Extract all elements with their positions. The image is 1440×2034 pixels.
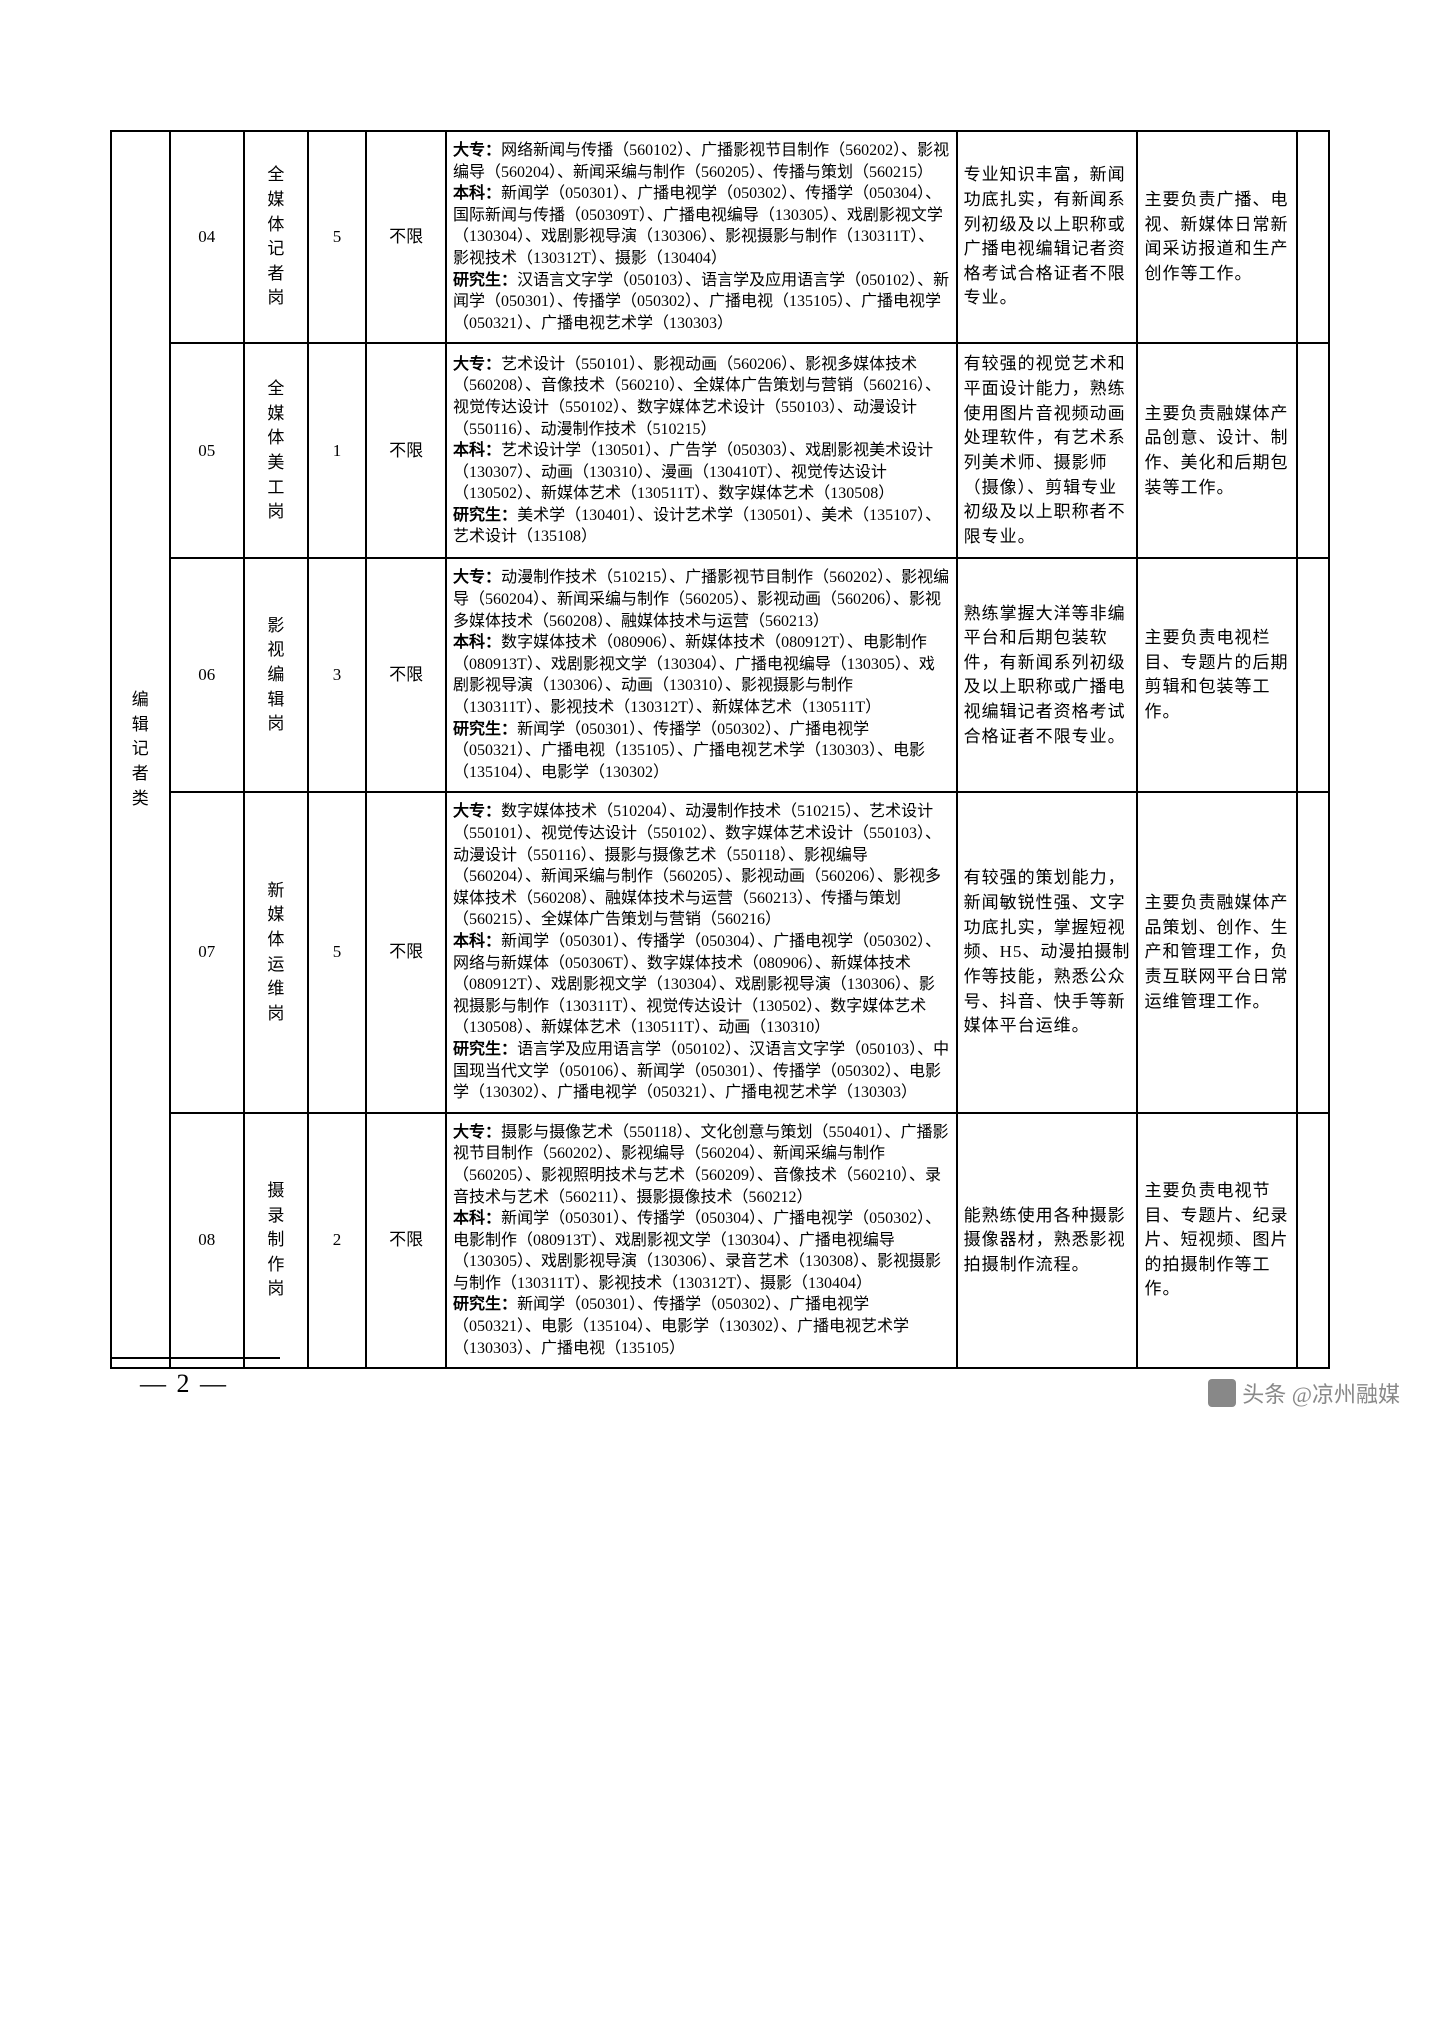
count-cell: 5 — [308, 131, 367, 343]
condition-cell: 有较强的策划能力，新闻敏锐性强、文字功底扎实，掌握短视频、H5、动漫拍摄制作等技… — [957, 792, 1138, 1112]
table-row: 编辑记者类04全媒体记者岗5不限大专：网络新闻与传播（560102）、广播影视节… — [111, 131, 1329, 343]
empty-cell — [1297, 1113, 1329, 1369]
position-cell: 新媒体运维岗 — [244, 792, 308, 1112]
code-cell: 06 — [170, 558, 244, 792]
watermark-icon — [1208, 1379, 1236, 1407]
page-number: — 2 — — [140, 1369, 228, 1399]
requirement-cell: 大专：动漫制作技术（510215）、广播影视节目制作（560202）、影视编导（… — [446, 558, 957, 792]
code-cell: 08 — [170, 1113, 244, 1369]
recruitment-table: 编辑记者类04全媒体记者岗5不限大专：网络新闻与传播（560102）、广播影视节… — [110, 130, 1330, 1369]
limit-cell: 不限 — [366, 558, 446, 792]
requirement-cell: 大专：数字媒体技术（510204）、动漫制作技术（510215）、艺术设计（55… — [446, 792, 957, 1112]
position-cell: 全媒体美工岗 — [244, 343, 308, 558]
empty-cell — [1297, 558, 1329, 792]
code-cell: 05 — [170, 343, 244, 558]
limit-cell: 不限 — [366, 1113, 446, 1369]
watermark: 头条 @凉州融媒 — [1208, 1377, 1400, 1409]
condition-cell: 能熟练使用各种摄影摄像器材，熟悉影视拍摄制作流程。 — [957, 1113, 1138, 1369]
limit-cell: 不限 — [366, 131, 446, 343]
empty-cell — [1297, 792, 1329, 1112]
count-cell: 1 — [308, 343, 367, 558]
empty-cell — [1297, 131, 1329, 343]
position-cell: 全媒体记者岗 — [244, 131, 308, 343]
condition-cell: 熟练掌握大洋等非编平台和后期包装软件，有新闻系列初级及以上职称或广播电视编辑记者… — [957, 558, 1138, 792]
duty-cell: 主要负责电视节目、专题片、纪录片、短视频、图片的拍摄制作等工作。 — [1137, 1113, 1297, 1369]
watermark-text: 头条 @凉州融媒 — [1242, 1377, 1400, 1409]
table-row: 06影视编辑岗3不限大专：动漫制作技术（510215）、广播影视节目制作（560… — [111, 558, 1329, 792]
requirement-cell: 大专：摄影与摄像艺术（550118）、文化创意与策划（550401）、广播影视节… — [446, 1113, 957, 1369]
requirement-cell: 大专：网络新闻与传播（560102）、广播影视节目制作（560202）、影视编导… — [446, 131, 957, 343]
count-cell: 3 — [308, 558, 367, 792]
table-row: 08摄录制作岗2不限大专：摄影与摄像艺术（550118）、文化创意与策划（550… — [111, 1113, 1329, 1369]
code-cell: 04 — [170, 131, 244, 343]
limit-cell: 不限 — [366, 792, 446, 1112]
position-cell: 摄录制作岗 — [244, 1113, 308, 1369]
requirement-cell: 大专：艺术设计（550101）、影视动画（560206）、影视多媒体技术（560… — [446, 343, 957, 558]
duty-cell: 主要负责融媒体产品创意、设计、制作、美化和后期包装等工作。 — [1137, 343, 1297, 558]
count-cell: 2 — [308, 1113, 367, 1369]
duty-cell: 主要负责融媒体产品策划、创作、生产和管理工作，负责互联网平台日常运维管理工作。 — [1137, 792, 1297, 1112]
duty-cell: 主要负责广播、电视、新媒体日常新闻采访报道和生产创作等工作。 — [1137, 131, 1297, 343]
condition-cell: 专业知识丰富，新闻功底扎实，有新闻系列初级及以上职称或广播电视编辑记者资格考试合… — [957, 131, 1138, 343]
condition-cell: 有较强的视觉艺术和平面设计能力，熟练使用图片音视频动画处理软件，有艺术系列美术师… — [957, 343, 1138, 558]
count-cell: 5 — [308, 792, 367, 1112]
limit-cell: 不限 — [366, 343, 446, 558]
category-cell: 编辑记者类 — [111, 131, 170, 1368]
table-row: 05全媒体美工岗1不限大专：艺术设计（550101）、影视动画（560206）、… — [111, 343, 1329, 558]
position-cell: 影视编辑岗 — [244, 558, 308, 792]
code-cell: 07 — [170, 792, 244, 1112]
duty-cell: 主要负责电视栏目、专题片的后期剪辑和包装等工作。 — [1137, 558, 1297, 792]
page-divider — [110, 1357, 280, 1359]
table-row: 07新媒体运维岗5不限大专：数字媒体技术（510204）、动漫制作技术（5102… — [111, 792, 1329, 1112]
empty-cell — [1297, 343, 1329, 558]
